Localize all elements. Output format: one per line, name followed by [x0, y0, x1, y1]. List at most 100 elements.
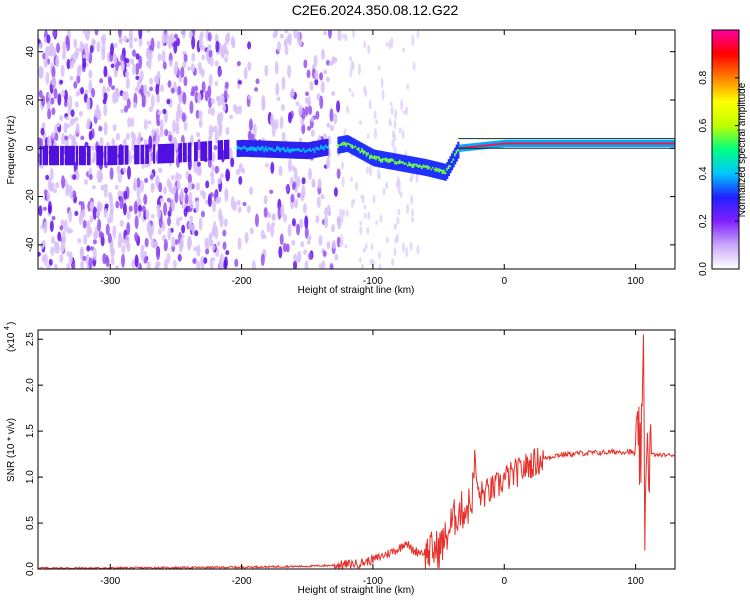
noise-cell [76, 66, 81, 76]
noise-cell [300, 191, 305, 202]
ridge-core [455, 150, 458, 154]
ridge-cell [310, 141, 313, 159]
noise-cell [126, 98, 131, 109]
ridge-core [294, 148, 298, 152]
noise-cell [237, 237, 242, 250]
noise-cell [173, 65, 178, 76]
noise-cell [188, 221, 193, 231]
ridge-core [572, 142, 575, 145]
noise-cell [162, 108, 167, 115]
noise-cell [126, 210, 131, 220]
noise-cell [117, 61, 122, 66]
noise-cell [280, 104, 285, 111]
noise-cell [102, 253, 107, 265]
noise-cell [339, 241, 343, 248]
ridge-core [536, 142, 539, 145]
noise-cell [214, 165, 219, 174]
noise-cell [363, 85, 367, 94]
noise-cell [378, 262, 382, 269]
noise-cell [301, 123, 306, 135]
noise-cell [351, 92, 355, 98]
ridge-core [272, 148, 276, 152]
noise-cell [103, 184, 108, 189]
ridge-core [309, 147, 312, 152]
ridge-core [512, 142, 515, 145]
noise-cell [173, 33, 178, 40]
ridge-cell [134, 145, 137, 165]
noise-cell [260, 253, 265, 266]
noise-cell [72, 190, 77, 199]
noise-cell [130, 58, 135, 65]
snr-panel: -300 -200 -100 0 100 0.0 0.5 1.0 1.5 2.0 2.5 Heigh… [4, 322, 676, 596]
noise-cell [416, 244, 420, 255]
ridge-core [301, 150, 304, 152]
noise-cell [144, 237, 149, 248]
noise-cell [148, 106, 153, 113]
ridge-core [476, 145, 479, 148]
noise-cell [385, 42, 389, 48]
ridge-core [285, 150, 288, 153]
noise-cell [207, 44, 212, 50]
noise-cell [201, 54, 206, 61]
noise-cell [219, 253, 224, 267]
noise-cell [133, 200, 138, 215]
noise-cell [209, 239, 214, 247]
noise-cell [205, 248, 210, 255]
ridge-core [543, 142, 547, 145]
noise-cell [210, 164, 215, 172]
noise-cell [306, 69, 311, 79]
noise-cell [303, 249, 308, 255]
ridge-core [649, 142, 652, 145]
noise-cell [89, 45, 94, 54]
ridge-core [287, 146, 290, 152]
noise-cell [88, 130, 93, 141]
noise-cell [143, 118, 148, 131]
noise-cell [139, 180, 144, 193]
noise-cell [170, 174, 175, 181]
noise-cell [156, 94, 161, 104]
noise-cell [224, 81, 229, 89]
noise-cell [123, 35, 128, 43]
ridge-cell [223, 139, 227, 160]
noise-cell [119, 37, 124, 42]
noise-cell [66, 262, 71, 269]
noise-cell [382, 187, 386, 196]
noise-cell [295, 101, 300, 106]
ridge-cell [71, 145, 74, 166]
ridge-core [614, 142, 618, 145]
noise-cell [119, 219, 124, 228]
noise-cell [365, 166, 369, 174]
noise-cell [276, 96, 281, 101]
noise-cell [366, 226, 370, 235]
ridge-core [274, 149, 277, 152]
noise-cell [110, 63, 115, 69]
noise-cell [217, 95, 222, 107]
ridge-core [625, 142, 629, 145]
noise-cell [324, 207, 329, 216]
noise-cell [381, 89, 385, 100]
noise-cell [230, 196, 235, 210]
ridge-core [424, 165, 427, 168]
ridge-core [293, 148, 296, 152]
noise-cell [102, 33, 107, 46]
ridge-core [647, 142, 651, 145]
ridge-core [378, 156, 381, 162]
ridge-core [414, 163, 417, 166]
noise-cell [194, 230, 199, 237]
ridge-cell [119, 145, 123, 165]
noise-cell [333, 113, 338, 125]
ridge-cell [171, 143, 175, 163]
noise-cell [162, 61, 167, 70]
noise-cell [168, 59, 173, 68]
ridge-cell [72, 145, 75, 166]
ridge-cell [153, 144, 156, 164]
ridge-core [298, 148, 301, 152]
spectrogram-heatmap [38, 30, 675, 269]
noise-cell [236, 61, 241, 67]
noise-cell [289, 176, 294, 185]
noise-cell [220, 48, 225, 59]
noise-cell [46, 264, 51, 269]
noise-cell [123, 105, 128, 113]
ridge-core [305, 149, 309, 152]
noise-cell [275, 82, 280, 96]
